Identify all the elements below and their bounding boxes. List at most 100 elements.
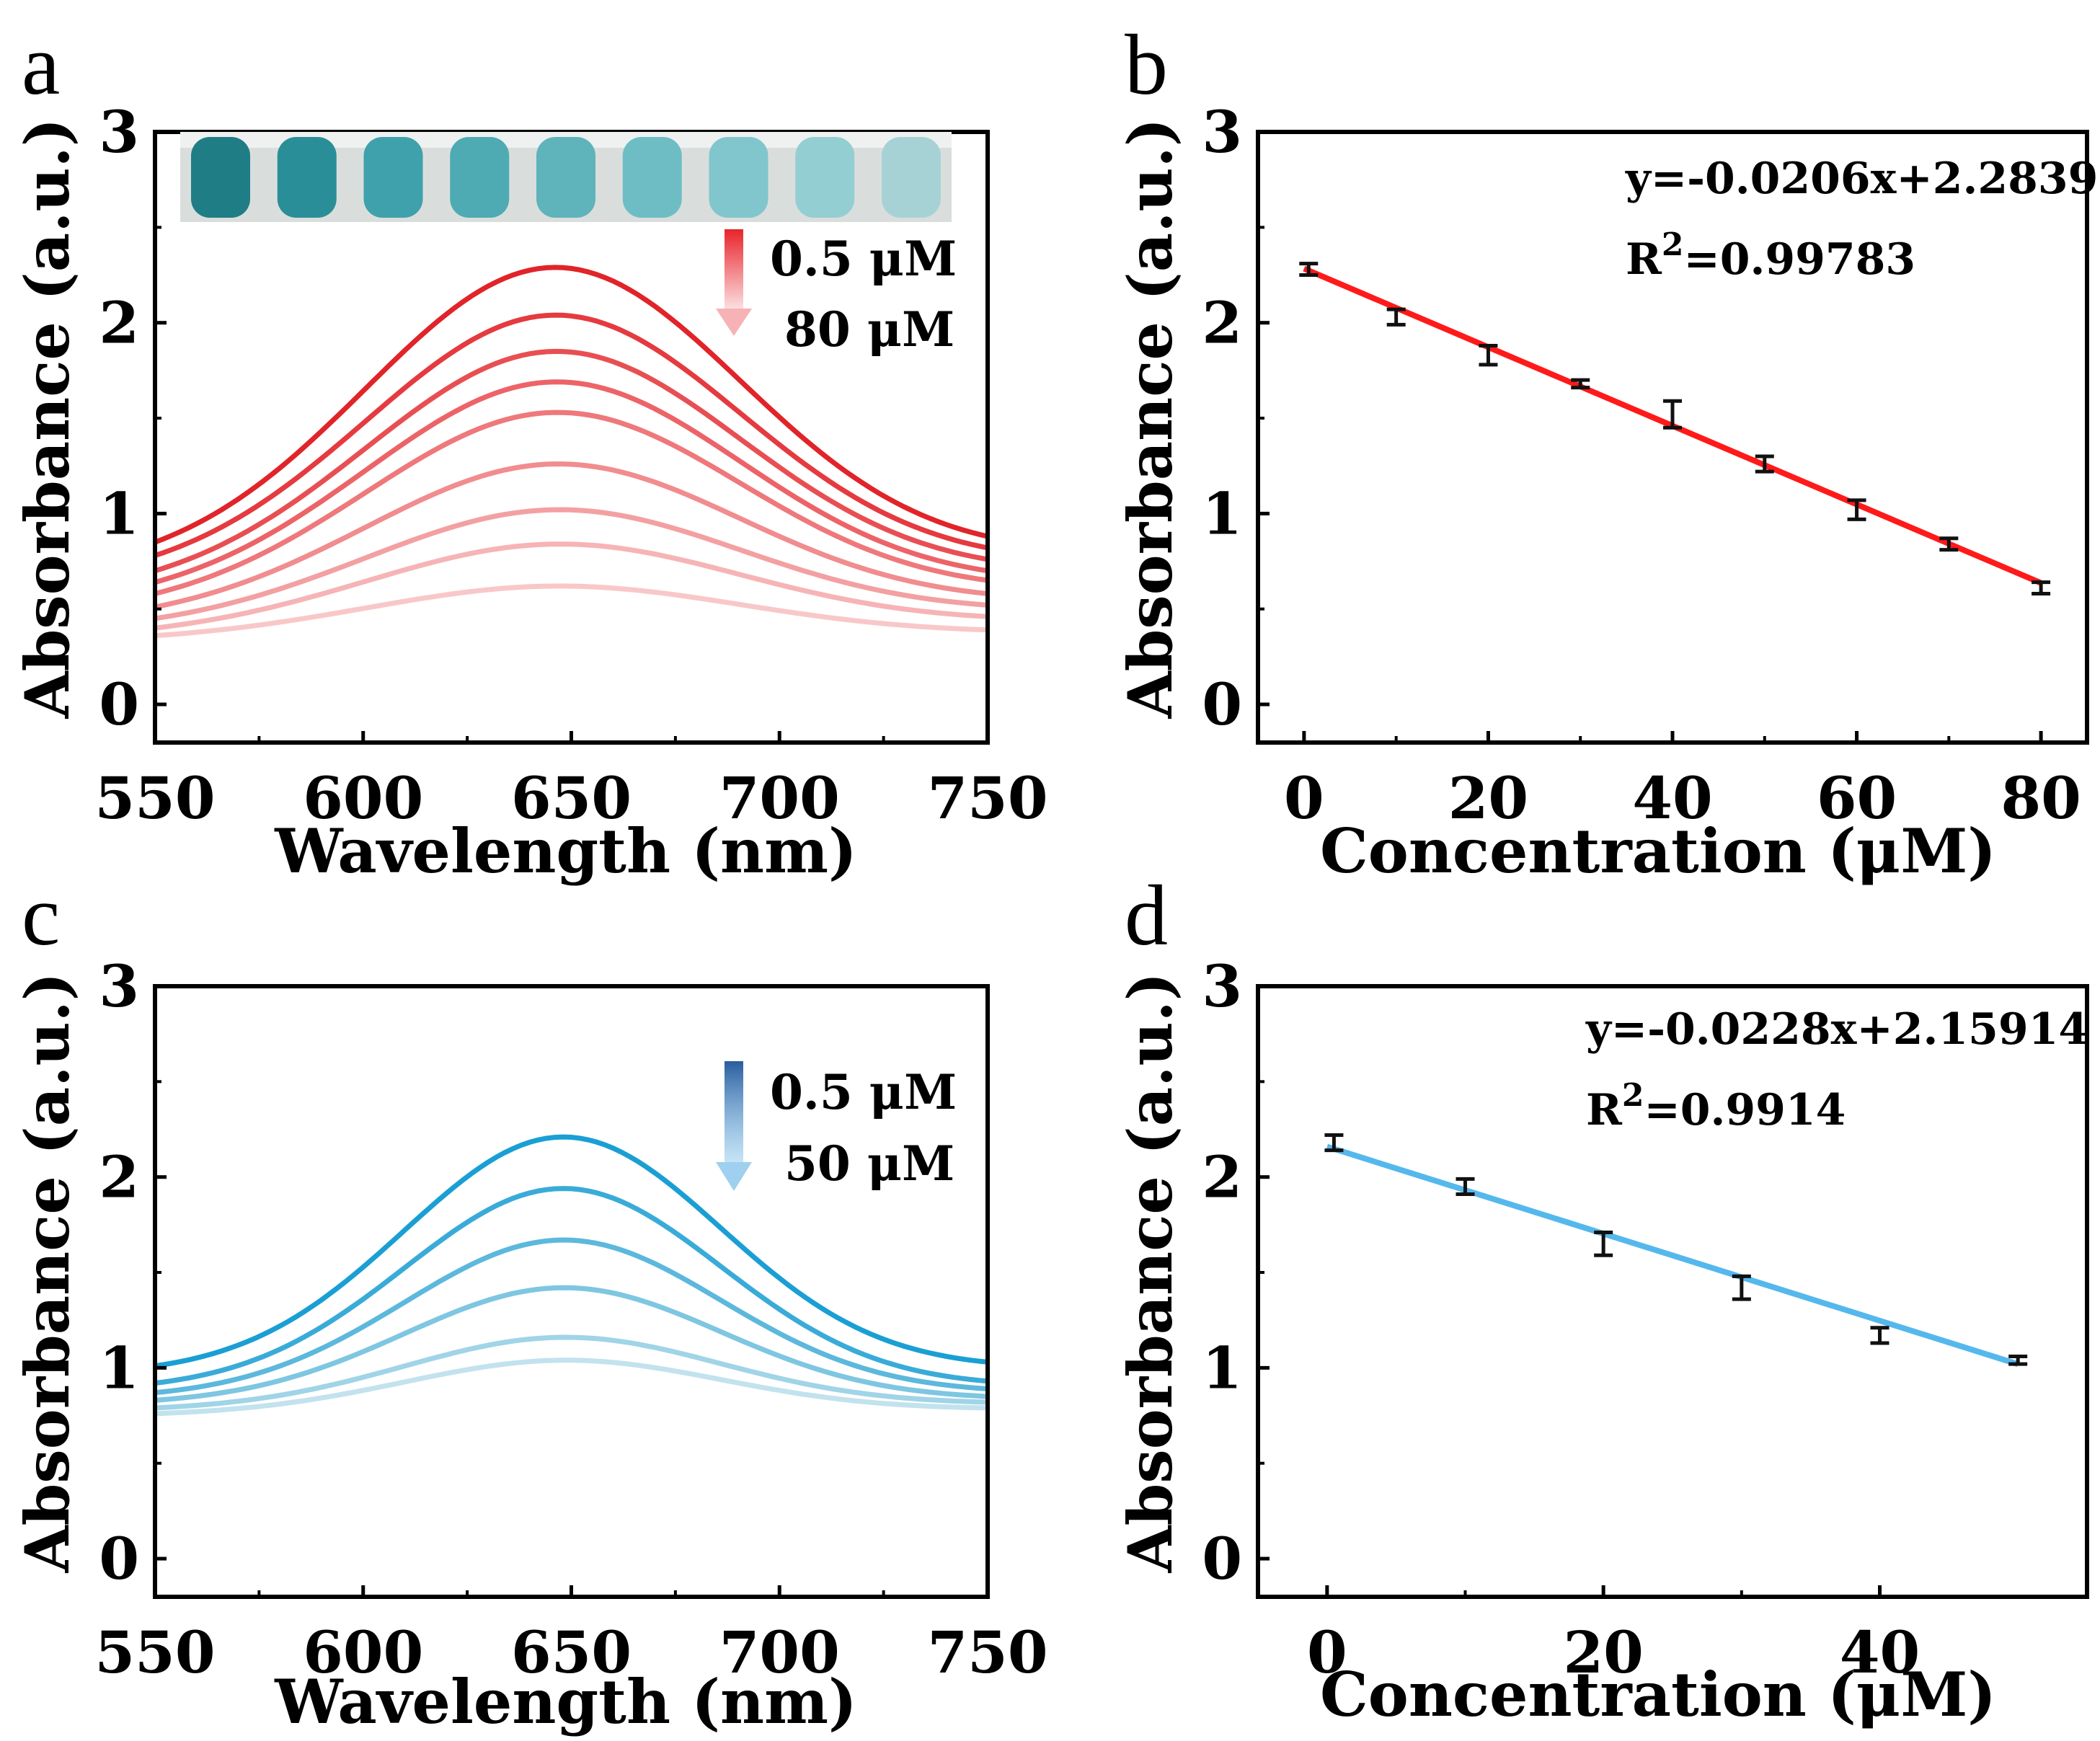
x-tick-label: 80 — [2001, 764, 2081, 832]
spectrum-curve — [154, 1237, 988, 1396]
panel-b-xlabel: Concentration (μM) — [1320, 815, 1996, 887]
x-tick-label: 20 — [1448, 764, 1528, 832]
panel-d: d 0 20 40 0 1 2 3 Concentration (μM) Absorban… — [1115, 867, 2089, 1730]
y-tick-label: 0 — [99, 1525, 139, 1592]
spectrum-curve — [154, 1357, 988, 1417]
cuvette — [450, 137, 510, 218]
x-tick-label: 600 — [303, 764, 423, 832]
error-bar — [1386, 307, 1406, 327]
cuvette — [363, 137, 423, 218]
spectrum-curve — [154, 265, 988, 545]
spectrum-curve — [154, 507, 988, 621]
x-tick-label: 700 — [719, 1618, 840, 1686]
panel-d-r2-value: =0.9914 — [1644, 1085, 1846, 1135]
spectrum-curve — [154, 312, 988, 558]
panel-b-letter: b — [1125, 17, 1168, 112]
panel-d-equation: y=-0.0228x+2.15914 — [1585, 1004, 2088, 1055]
panel-b-xticks: 0 20 40 60 80 — [1284, 731, 2081, 832]
panel-d-r2-label: R — [1586, 1085, 1623, 1135]
panel-d-fit — [1326, 1143, 2019, 1368]
panel-a-frame — [153, 130, 990, 745]
panel-c-legend-from: 0.5 μM — [770, 1064, 957, 1120]
panel-d-ylabel: Absorbance (a.u.) — [1115, 972, 1186, 1573]
panel-d-yticks: 0 1 2 3 — [1202, 952, 1270, 1592]
x-tick-label: 550 — [95, 1618, 216, 1686]
panel-d-xticks: 0 20 40 — [1307, 1585, 1920, 1686]
panel-c-legend-arrow-head — [716, 1162, 752, 1191]
y-tick-label: 3 — [1202, 952, 1242, 1020]
fit-line — [1326, 1143, 2019, 1368]
y-tick-label: 3 — [1202, 98, 1242, 166]
error-bar — [1479, 343, 1498, 367]
panel-a-legend-arrow-bar — [725, 229, 743, 309]
spectrum-curve — [154, 379, 988, 585]
panel-a-inset — [180, 132, 952, 222]
cuvette — [622, 137, 682, 218]
x-tick-label: 650 — [511, 764, 632, 832]
cuvette — [882, 137, 941, 218]
x-tick-label: 0 — [1307, 1618, 1347, 1686]
panel-b-r2-label: R — [1626, 234, 1662, 285]
y-tick-label: 0 — [1202, 1525, 1242, 1592]
spectrum-curve — [154, 1186, 988, 1386]
y-tick-label: 1 — [1202, 479, 1242, 547]
x-tick-label: 0 — [1284, 764, 1324, 832]
y-tick-label: 0 — [99, 670, 139, 738]
cuvette — [191, 137, 250, 218]
cuvette — [277, 137, 337, 218]
panel-b-points — [1299, 262, 2051, 596]
cuvette — [536, 137, 595, 218]
error-bar — [1299, 262, 1319, 278]
y-tick-label: 0 — [1202, 670, 1242, 738]
spectrum-curve — [154, 583, 988, 639]
panel-b-frame — [1256, 130, 2089, 745]
panel-a: a 550 600 650 700 750 0 1 2 3 Wavelength (nm) A… — [12, 17, 1048, 887]
panel-b-r2: R2=0.99783 — [1626, 226, 1915, 285]
panel-c-xticks: 550 600 650 700 750 — [95, 1585, 1048, 1686]
panel-c: c 550 600 650 700 750 0 1 2 3 Wavelength (nm) A… — [12, 867, 1048, 1737]
panel-a-curves — [154, 265, 988, 639]
panel-b-r2-sup: 2 — [1662, 226, 1684, 263]
error-bar — [1456, 1177, 1475, 1197]
error-bar — [1571, 378, 1590, 390]
panel-b-ylabel: Absorbance (a.u.) — [1115, 118, 1186, 719]
panel-a-xlabel: Wavelength (nm) — [274, 815, 856, 887]
panel-c-yticks: 0 1 2 3 — [99, 952, 167, 1592]
x-tick-label: 40 — [1840, 1618, 1920, 1686]
panel-c-legend: 0.5 μM 50 μM — [716, 1061, 957, 1192]
spectrum-curve — [154, 348, 988, 574]
y-tick-label: 2 — [99, 1143, 139, 1211]
y-tick-label: 1 — [1202, 1334, 1242, 1401]
y-tick-label: 2 — [1202, 1143, 1242, 1211]
panel-a-ylabel: Absorbance (a.u.) — [12, 118, 83, 719]
panel-d-r2-sup: 2 — [1622, 1077, 1644, 1114]
x-tick-label: 600 — [303, 1618, 423, 1686]
y-tick-label: 3 — [99, 952, 139, 1020]
panel-c-legend-to: 50 μM — [784, 1135, 954, 1192]
error-bar — [2032, 580, 2051, 596]
panel-d-frame — [1256, 984, 2089, 1599]
cuvette — [795, 137, 855, 218]
x-tick-label: 750 — [928, 1618, 1048, 1686]
panel-d-letter: d — [1125, 867, 1168, 963]
panel-a-legend-from: 0.5 μM — [770, 231, 957, 287]
error-bar — [1755, 454, 1774, 474]
y-tick-label: 1 — [99, 479, 139, 547]
panel-b-r2-value: =0.99783 — [1684, 234, 1916, 285]
error-bar — [1847, 498, 1866, 521]
y-tick-label: 2 — [99, 289, 139, 357]
panel-c-legend-arrow-bar — [725, 1061, 743, 1162]
panel-a-legend-to: 80 μM — [784, 301, 954, 358]
error-bar — [1939, 536, 1959, 552]
spectrum-curve — [154, 1285, 988, 1403]
y-tick-label: 2 — [1202, 289, 1242, 357]
error-bar — [1732, 1274, 1751, 1301]
x-tick-label: 550 — [95, 764, 216, 832]
panel-c-xlabel: Wavelength (nm) — [274, 1666, 856, 1737]
x-tick-label: 20 — [1564, 1618, 1644, 1686]
spectrum-curve — [154, 541, 988, 631]
panel-d-points — [1324, 1133, 2028, 1366]
panel-c-ylabel: Absorbance (a.u.) — [12, 972, 83, 1573]
panel-a-yticks: 0 1 2 3 — [99, 98, 167, 738]
